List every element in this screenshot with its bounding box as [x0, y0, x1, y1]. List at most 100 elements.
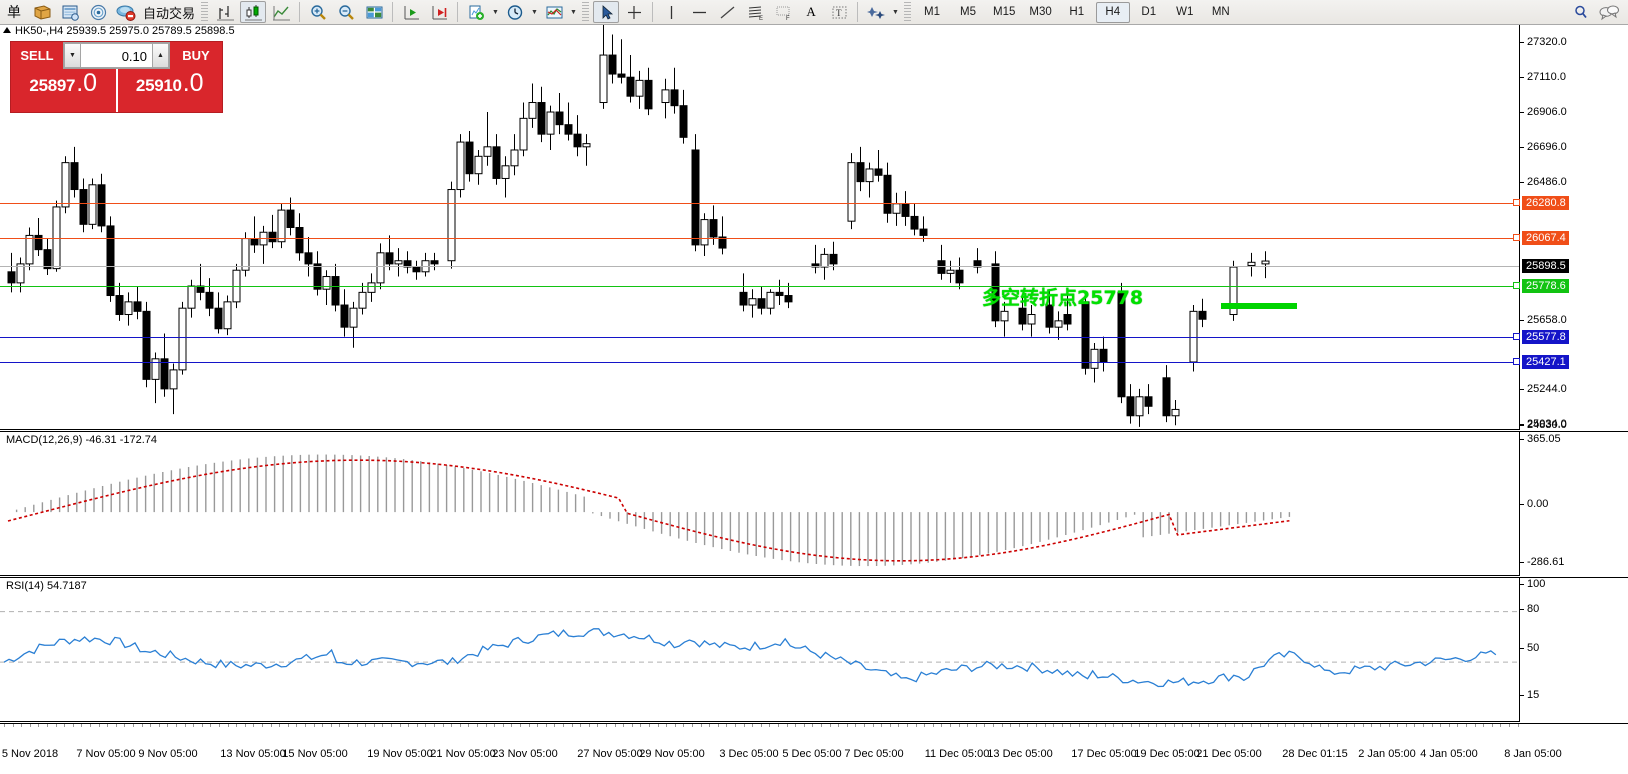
volume-stepper[interactable]: ▼ 0.10 ▲ [63, 42, 170, 69]
time-tick [1397, 724, 1398, 727]
toolbar-grip-1[interactable] [201, 2, 209, 22]
indicators-icon[interactable] [541, 1, 567, 23]
timeframe-m30[interactable]: M30 [1029, 6, 1052, 18]
signals-radar-icon[interactable] [85, 1, 111, 23]
price-pane[interactable]: 多空转折点25778 [0, 25, 1519, 430]
level-handle[interactable] [1513, 282, 1520, 289]
price-level-label-resistance[interactable]: 26067.4 [1513, 231, 1569, 245]
chart-shift-icon[interactable] [398, 1, 424, 23]
time-tick [1432, 724, 1433, 727]
navigator-icon[interactable] [57, 1, 83, 23]
crosshair-icon[interactable] [621, 1, 647, 23]
new-order-icon[interactable]: 单 [7, 5, 21, 21]
period-clock-icon[interactable] [502, 1, 528, 23]
grid-icon[interactable] [361, 1, 387, 23]
candle [106, 216, 115, 302]
one-click-trading-panel[interactable]: SELL ▼ 0.10 ▲ BUY 25897 .0 25910 .0 [10, 41, 223, 113]
level-line-resistance-2[interactable] [0, 238, 1519, 239]
text-icon[interactable]: A [806, 4, 816, 19]
auto-scroll-icon[interactable] [426, 1, 452, 23]
chevron-down-icon[interactable]: ▼ [492, 8, 499, 16]
candle [430, 252, 439, 271]
sell-button[interactable]: SELL [11, 42, 63, 69]
time-tick [1217, 724, 1218, 727]
level-handle[interactable] [1513, 333, 1520, 340]
time-tick [1475, 724, 1476, 727]
level-line-support-2[interactable] [0, 362, 1519, 363]
time-tick [210, 724, 211, 727]
level-line-resistance-1[interactable] [0, 203, 1519, 204]
fibonacci-icon[interactable]: E [742, 1, 768, 23]
level-line-pivot[interactable] [0, 286, 1519, 287]
sell-price-int: 25897 [29, 76, 76, 95]
time-tick [219, 724, 220, 727]
position-highlight-bar[interactable] [1221, 303, 1297, 309]
horizontal-line-icon[interactable] [686, 1, 712, 23]
buy-button[interactable]: BUY [170, 42, 222, 69]
macd-pane[interactable]: MACD(12,26,9) -46.31 -172.74 [0, 431, 1519, 576]
price-level-label-pivot[interactable]: 25778.6 [1513, 279, 1569, 293]
time-tick [236, 724, 237, 727]
rsi-line [3, 628, 1497, 688]
volume-down-button[interactable]: ▼ [64, 43, 81, 68]
price-level-label-support[interactable]: 25577.8 [1513, 330, 1569, 344]
volume-up-button[interactable]: ▲ [152, 43, 169, 68]
new-chart-icon[interactable] [463, 1, 489, 23]
time-tick [64, 724, 65, 727]
chart-annotation-text[interactable]: 多空转折点25778 [982, 287, 1144, 309]
timeframe-m5[interactable]: M5 [960, 6, 976, 18]
zoom-out-icon[interactable] [333, 1, 359, 23]
vertical-line-icon[interactable] [658, 1, 684, 23]
time-tick [554, 724, 555, 727]
timeframe-w1[interactable]: W1 [1176, 6, 1194, 18]
bar-chart-icon[interactable] [212, 1, 238, 23]
chevron-down-icon[interactable]: ▼ [892, 8, 899, 16]
timeframe-mn[interactable]: MN [1211, 6, 1230, 18]
price-level-label-resistance[interactable]: 26280.8 [1513, 196, 1569, 210]
price-axis[interactable]: 27320.0 27110.0 26906.0 26696.0 26486.0 25658… [1513, 25, 1628, 431]
label-icon[interactable]: T [826, 1, 852, 23]
level-line-support-1[interactable] [0, 337, 1519, 338]
time-tick [1002, 724, 1003, 727]
chevron-down-icon[interactable]: ▼ [570, 8, 577, 16]
price-level-label-support[interactable]: 25427.1 [1513, 355, 1569, 369]
market-icon[interactable] [113, 1, 139, 23]
time-tick [1139, 724, 1140, 727]
data-window-icon[interactable] [29, 1, 55, 23]
search-icon[interactable] [1568, 1, 1594, 23]
time-tick [1131, 724, 1132, 727]
toolbar-grip-3[interactable] [904, 2, 912, 22]
zoom-in-icon[interactable] [305, 1, 331, 23]
fibo-fan-icon[interactable]: F [770, 1, 796, 23]
time-axis[interactable]: 5 Nov 2018 7 Nov 05:00 9 Nov 05:00 13 Nov 0… [0, 723, 1628, 774]
time-tick [1440, 724, 1441, 727]
candle [784, 282, 793, 309]
timeframe-h1[interactable]: H1 [1069, 6, 1085, 18]
price-level-label-last-price[interactable]: 25898.5 [1522, 259, 1569, 273]
chevron-down-icon[interactable]: ▼ [531, 8, 538, 16]
time-tick [881, 724, 882, 727]
sell-price[interactable]: 25897 .0 [11, 69, 116, 112]
time-axis-label: 13 Dec 05:00 [987, 748, 1053, 760]
volume-value[interactable]: 0.10 [81, 43, 152, 68]
timeframe-d1[interactable]: D1 [1141, 6, 1157, 18]
rsi-pane[interactable]: RSI(14) 54.7187 [0, 577, 1519, 722]
timeframe-m15[interactable]: M15 [993, 6, 1016, 18]
timeframe-h4[interactable]: H4 [1095, 1, 1130, 23]
buy-price[interactable]: 25910 .0 [118, 69, 223, 112]
level-handle[interactable] [1513, 358, 1520, 365]
timeframe-m1[interactable]: M1 [924, 6, 940, 18]
objects-icon[interactable] [863, 1, 889, 23]
chat-icon[interactable] [1596, 1, 1622, 23]
trendline-icon[interactable] [714, 1, 740, 23]
cursor-icon[interactable] [593, 1, 620, 23]
level-handle[interactable] [1513, 199, 1520, 206]
toolbar-grip-2[interactable] [582, 2, 590, 22]
candlestick-chart-icon[interactable] [240, 1, 267, 23]
time-tick [73, 724, 74, 727]
level-handle[interactable] [1513, 234, 1520, 241]
time-tick [1113, 724, 1114, 727]
autotrade-label[interactable]: 自动交易 [143, 6, 196, 22]
line-chart-icon[interactable] [268, 1, 294, 23]
candle [133, 286, 142, 320]
